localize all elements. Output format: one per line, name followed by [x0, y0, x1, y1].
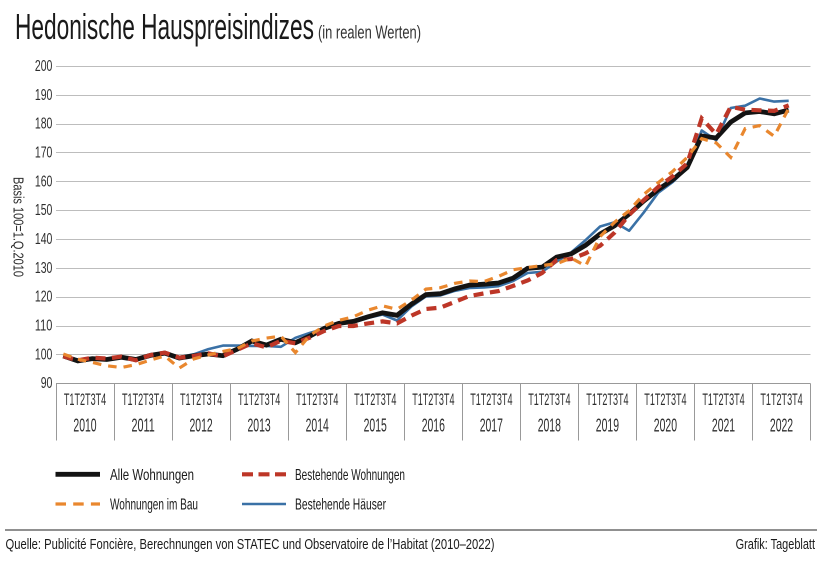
svg-text:130: 130 [35, 260, 53, 277]
svg-text:2020: 2020 [654, 415, 677, 435]
svg-text:190: 190 [35, 87, 53, 104]
svg-text:T1T2T3T4: T1T2T3T4 [470, 391, 512, 409]
svg-text:Basis 100=1.Q.2010: Basis 100=1.Q.2010 [10, 177, 26, 277]
svg-text:2011: 2011 [132, 415, 155, 435]
svg-text:Alle Wohnungen: Alle Wohnungen [110, 467, 194, 484]
svg-text:140: 140 [35, 231, 53, 248]
svg-text:2017: 2017 [480, 415, 503, 435]
svg-text:T1T2T3T4: T1T2T3T4 [354, 391, 396, 409]
svg-text:Grafik: Tageblatt: Grafik: Tageblatt [736, 536, 816, 553]
svg-text:150: 150 [35, 202, 53, 219]
svg-text:90: 90 [41, 375, 53, 392]
svg-text:Quelle: Publicité Foncière, Be: Quelle: Publicité Foncière, Berechnungen… [6, 536, 495, 553]
svg-text:Bestehende Wohnungen: Bestehende Wohnungen [295, 467, 405, 484]
svg-text:T1T2T3T4: T1T2T3T4 [586, 391, 628, 409]
svg-text:T1T2T3T4: T1T2T3T4 [238, 391, 280, 409]
svg-text:2021: 2021 [712, 415, 735, 435]
svg-text:100: 100 [35, 346, 53, 363]
svg-text:Wohnungen im Bau: Wohnungen im Bau [110, 497, 198, 514]
svg-text:Hedonische Hauspreisindizes: Hedonische Hauspreisindizes [15, 6, 314, 47]
svg-text:2010: 2010 [73, 415, 96, 435]
svg-text:2016: 2016 [422, 415, 445, 435]
svg-text:2022: 2022 [770, 415, 793, 435]
svg-text:T1T2T3T4: T1T2T3T4 [760, 391, 802, 409]
svg-text:120: 120 [35, 289, 53, 306]
svg-text:T1T2T3T4: T1T2T3T4 [296, 391, 338, 409]
svg-text:2018: 2018 [538, 415, 561, 435]
svg-text:T1T2T3T4: T1T2T3T4 [64, 391, 106, 409]
svg-text:110: 110 [35, 318, 53, 335]
svg-text:2013: 2013 [248, 415, 271, 435]
svg-text:160: 160 [35, 173, 53, 190]
svg-text:2012: 2012 [190, 415, 213, 435]
svg-text:170: 170 [35, 145, 53, 162]
svg-text:2014: 2014 [306, 415, 329, 435]
svg-text:2019: 2019 [596, 415, 619, 435]
svg-text:180: 180 [35, 116, 53, 133]
svg-text:T1T2T3T4: T1T2T3T4 [528, 391, 570, 409]
svg-text:200: 200 [35, 58, 53, 75]
svg-text:2015: 2015 [364, 415, 387, 435]
svg-text:T1T2T3T4: T1T2T3T4 [412, 391, 454, 409]
svg-text:T1T2T3T4: T1T2T3T4 [702, 391, 744, 409]
svg-text:T1T2T3T4: T1T2T3T4 [122, 391, 164, 409]
svg-text:T1T2T3T4: T1T2T3T4 [180, 391, 222, 409]
svg-text:(in realen Werten): (in realen Werten) [318, 22, 421, 43]
svg-text:Bestehende Häuser: Bestehende Häuser [295, 497, 386, 514]
svg-text:T1T2T3T4: T1T2T3T4 [644, 391, 686, 409]
